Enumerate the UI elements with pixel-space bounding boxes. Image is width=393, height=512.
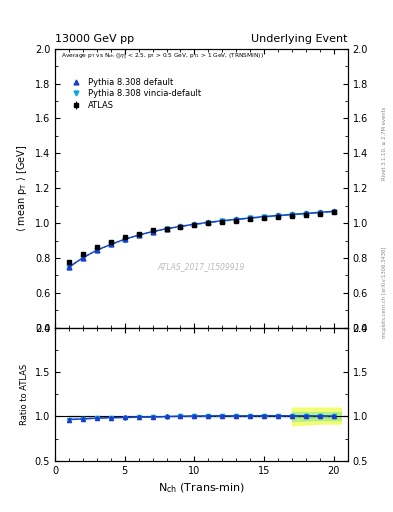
Pythia 8.308 vincia-default — [164, 226, 169, 232]
Pythia 8.308 default — [136, 232, 141, 238]
Pythia 8.308 default — [234, 216, 239, 222]
Pythia 8.308 vincia-default — [248, 215, 253, 221]
Pythia 8.308 default — [332, 208, 336, 215]
Line: Pythia 8.308 default: Pythia 8.308 default — [66, 209, 336, 269]
Pythia 8.308 default — [192, 221, 197, 227]
Y-axis label: Ratio to ATLAS: Ratio to ATLAS — [20, 364, 29, 425]
Pythia 8.308 vincia-default — [304, 210, 309, 217]
Pythia 8.308 default — [248, 215, 253, 221]
Pythia 8.308 vincia-default — [94, 247, 99, 253]
Pythia 8.308 vincia-default — [234, 217, 239, 223]
Pythia 8.308 default — [94, 247, 99, 253]
Pythia 8.308 default — [66, 264, 71, 270]
Pythia 8.308 vincia-default — [150, 229, 155, 235]
Pythia 8.308 default — [220, 218, 225, 224]
Text: ATLAS_2017_I1509919: ATLAS_2017_I1509919 — [158, 262, 245, 271]
Legend: Pythia 8.308 default, Pythia 8.308 vincia-default, ATLAS: Pythia 8.308 default, Pythia 8.308 vinci… — [65, 75, 204, 112]
Text: Rivet 3.1.10, ≥ 2.7M events: Rivet 3.1.10, ≥ 2.7M events — [382, 106, 387, 180]
Pythia 8.308 vincia-default — [332, 208, 336, 215]
Pythia 8.308 vincia-default — [206, 220, 211, 226]
Pythia 8.308 default — [206, 219, 211, 225]
Pythia 8.308 default — [318, 209, 322, 216]
Pythia 8.308 default — [150, 228, 155, 234]
Pythia 8.308 default — [122, 236, 127, 242]
Line: Pythia 8.308 vincia-default: Pythia 8.308 vincia-default — [66, 209, 336, 269]
Pythia 8.308 default — [178, 223, 183, 229]
Pythia 8.308 vincia-default — [192, 222, 197, 228]
Pythia 8.308 vincia-default — [136, 232, 141, 239]
Pythia 8.308 vincia-default — [262, 214, 266, 220]
Text: mcplots.cern.ch [arXiv:1306.3436]: mcplots.cern.ch [arXiv:1306.3436] — [382, 246, 387, 337]
Text: Underlying Event: Underlying Event — [251, 33, 348, 44]
Pythia 8.308 default — [108, 241, 113, 247]
Pythia 8.308 vincia-default — [122, 237, 127, 243]
Pythia 8.308 vincia-default — [178, 224, 183, 230]
Pythia 8.308 vincia-default — [290, 211, 294, 218]
Pythia 8.308 default — [276, 212, 281, 219]
X-axis label: N$_\mathsf{ch}$ (Trans-min): N$_\mathsf{ch}$ (Trans-min) — [158, 481, 245, 495]
Pythia 8.308 default — [290, 211, 294, 218]
Pythia 8.308 default — [262, 214, 266, 220]
Pythia 8.308 vincia-default — [220, 218, 225, 224]
Pythia 8.308 default — [81, 254, 85, 261]
Pythia 8.308 vincia-default — [108, 241, 113, 247]
Y-axis label: $\langle$ mean p$_\mathsf{T}$ $\rangle$ [GeV]: $\langle$ mean p$_\mathsf{T}$ $\rangle$ … — [15, 144, 29, 232]
Pythia 8.308 default — [164, 226, 169, 232]
Pythia 8.308 default — [304, 210, 309, 217]
Text: Average p$_\mathsf{T}$ vs N$_\mathsf{ch}$ ($|\eta|$ < 2.5, p$_\mathsf{T}$ > 0.5 : Average p$_\mathsf{T}$ vs N$_\mathsf{ch}… — [61, 51, 264, 60]
Pythia 8.308 vincia-default — [276, 213, 281, 219]
Pythia 8.308 vincia-default — [81, 254, 85, 261]
Pythia 8.308 vincia-default — [66, 264, 71, 270]
Text: 13000 GeV pp: 13000 GeV pp — [55, 33, 134, 44]
Pythia 8.308 vincia-default — [318, 209, 322, 216]
